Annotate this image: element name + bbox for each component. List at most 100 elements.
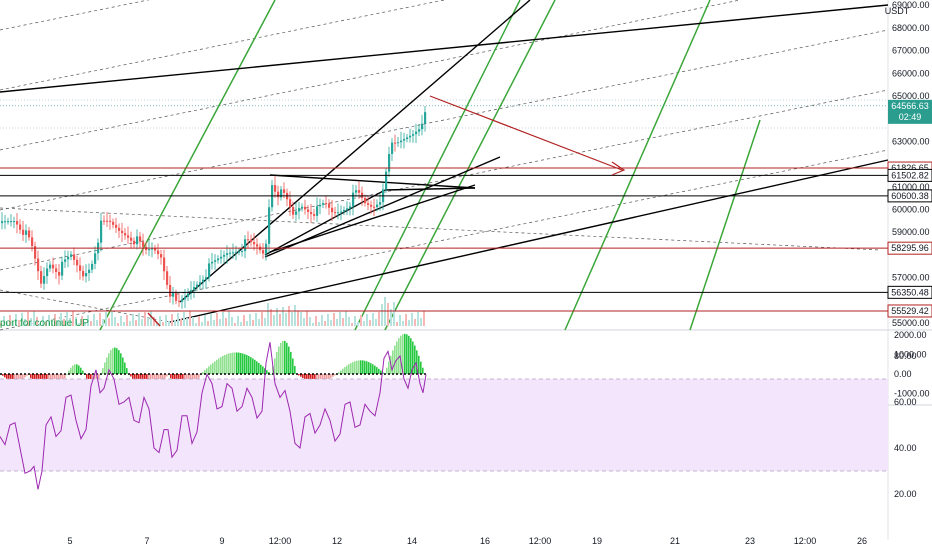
histogram-bar	[98, 374, 100, 379]
price-tick-label: 59000.00	[892, 227, 930, 237]
candle-body	[154, 248, 157, 251]
histogram-bar	[104, 362, 106, 374]
candle-body	[52, 264, 55, 269]
histogram-bar	[130, 374, 132, 377]
histogram-bar	[400, 335, 402, 374]
volume-bar	[276, 308, 278, 326]
histogram-tick-label: 1000.00	[894, 349, 927, 359]
volume-bar	[237, 316, 239, 326]
candle-body	[307, 209, 310, 213]
candle-body	[415, 131, 418, 135]
histogram-bar	[26, 374, 28, 376]
histogram-bar	[228, 353, 230, 374]
histogram-bar	[270, 374, 272, 375]
histogram-bar	[198, 374, 200, 379]
histogram-bar	[272, 366, 274, 374]
green-cycle-line	[689, 119, 761, 331]
candle-body	[379, 202, 382, 205]
histogram-bar	[394, 345, 396, 374]
candle-body	[292, 206, 295, 215]
volume-bar	[27, 312, 29, 326]
volume-bar	[186, 318, 188, 326]
histogram-bar	[402, 334, 404, 374]
candle-body	[349, 206, 352, 209]
volume-bar	[90, 321, 92, 326]
volume-bar	[294, 305, 296, 326]
volume-bar	[105, 312, 107, 326]
volume-bar	[348, 317, 350, 326]
candle-body	[205, 277, 208, 280]
volume-bar	[312, 323, 314, 326]
volume-bar	[21, 313, 23, 326]
candle-body	[46, 268, 49, 277]
histogram-bar	[122, 357, 124, 374]
histogram-bar	[6, 374, 8, 379]
level-label: 61826.65	[891, 163, 929, 173]
histogram-bar	[280, 342, 282, 374]
volume-bar	[351, 323, 353, 326]
histogram-bar	[264, 368, 266, 374]
histogram-bar	[358, 360, 360, 374]
volume-bars	[0, 297, 425, 326]
volume-bar	[159, 316, 161, 326]
volume-bar	[264, 318, 266, 326]
volume-bar	[66, 312, 68, 326]
volume-bar	[108, 318, 110, 326]
trendline	[384, 187, 476, 191]
time-tick-label: 12:00	[794, 536, 817, 546]
histogram-bar	[412, 341, 414, 374]
histogram-bar	[408, 335, 410, 374]
candle-body	[190, 290, 193, 294]
price-tick-label: 67000.00	[892, 46, 930, 56]
candle-body	[238, 251, 241, 253]
histogram-bar	[350, 363, 352, 374]
candle-body	[400, 140, 403, 143]
candle-body	[364, 197, 367, 204]
volume-bar	[204, 315, 206, 326]
candle-body	[88, 269, 91, 274]
candle-body	[412, 134, 415, 136]
volume-bar	[171, 314, 173, 326]
arrow-line	[147, 312, 161, 327]
level-badge	[887, 304, 932, 318]
histogram-bar	[216, 359, 218, 374]
volume-bar	[81, 316, 83, 326]
histogram-bar	[224, 355, 226, 374]
histogram-bar	[348, 364, 350, 374]
histogram-bar	[96, 374, 98, 383]
volume-bar	[9, 315, 11, 326]
candle-body	[421, 123, 424, 130]
volume-bar	[165, 315, 167, 326]
green-cycle-line	[564, 0, 711, 331]
histogram-bar	[308, 374, 310, 382]
histogram-bar	[370, 363, 372, 374]
last-price-label: 64566.63	[891, 101, 929, 111]
volume-bar	[390, 309, 392, 326]
histogram-bar	[218, 358, 220, 374]
time-axis[interactable]: 5 7 9 12:00 12 14 16 12:00 19 21 23 12:00 26	[67, 536, 867, 546]
price-tick-label: 69000.00	[892, 0, 930, 10]
histogram-bar	[250, 357, 252, 374]
histogram-bar	[202, 372, 204, 374]
candle-body	[322, 203, 325, 205]
price-tick-label: 65000.00	[892, 91, 930, 101]
volume-bar	[339, 312, 341, 326]
volume-bar	[93, 314, 95, 326]
histogram-bar	[22, 374, 24, 379]
volume-bar	[60, 313, 62, 326]
candle-body	[1, 221, 4, 224]
candle-body	[331, 207, 334, 213]
volume-bar	[54, 314, 56, 326]
channel-line	[0, 0, 446, 91]
volume-bar	[18, 320, 20, 326]
trendline	[169, 159, 889, 323]
time-tick-label: 14	[407, 536, 417, 546]
histogram-bar	[254, 359, 256, 374]
histogram-bar	[240, 352, 242, 374]
volume-bar	[414, 319, 416, 326]
candle-body	[367, 203, 370, 205]
histogram-bar	[2, 374, 4, 376]
